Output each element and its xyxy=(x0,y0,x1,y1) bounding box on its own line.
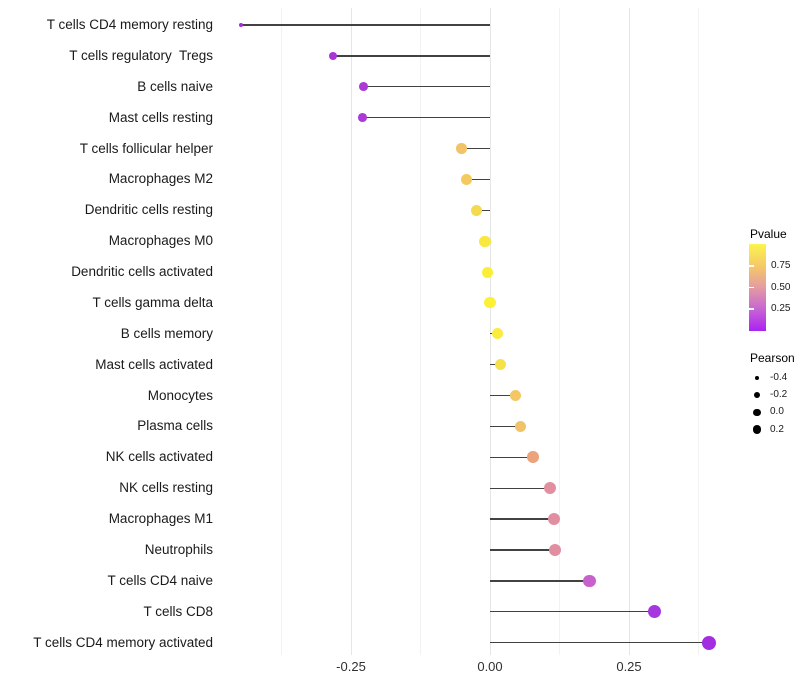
gridline-minor xyxy=(281,8,282,655)
lollipop-dot xyxy=(509,389,522,402)
lollipop-segment xyxy=(490,611,655,613)
lollipop-segment xyxy=(476,209,490,211)
lollipop-segment xyxy=(490,394,516,397)
colorbar-tick-mark xyxy=(749,286,754,289)
gridline-major xyxy=(350,8,352,655)
lollipop-segment xyxy=(490,641,710,644)
category-label: Monocytes xyxy=(147,387,213,403)
size-legend-dot xyxy=(752,425,762,434)
lollipop-dot xyxy=(358,113,368,123)
category-label: Plasma cells xyxy=(137,418,213,434)
lollipop-segment xyxy=(362,116,490,119)
category-label: B cells memory xyxy=(120,325,213,341)
lollipop-segment xyxy=(490,549,556,551)
lollipop-segment xyxy=(490,518,554,520)
colorbar-tick-label: 0.25 xyxy=(771,303,791,315)
gridline-major xyxy=(489,8,491,655)
category-label: Mast cells resting xyxy=(108,109,213,125)
lollipop-segment xyxy=(490,487,551,489)
colorbar-tick-label: 0.75 xyxy=(771,259,791,271)
gridline-major xyxy=(628,8,630,655)
category-label: NK cells activated xyxy=(105,449,213,465)
category-label: Dendritic cells resting xyxy=(84,202,213,218)
lollipop-segment xyxy=(240,24,490,26)
category-label: Macrophages M1 xyxy=(108,511,213,527)
pearson-legend-title: Pearson xyxy=(750,351,795,365)
lollipop-dot xyxy=(238,22,244,28)
category-label: T cells regulatory Tregs xyxy=(69,47,213,63)
lollipop-segment xyxy=(461,147,490,150)
lollipop-segment xyxy=(490,580,590,582)
x-tick-label: 0.00 xyxy=(477,659,503,674)
pvalue-legend-title: Pvalue xyxy=(750,227,787,241)
category-label: NK cells resting xyxy=(119,480,213,496)
category-label: T cells CD4 memory resting xyxy=(46,17,213,32)
category-label: T cells follicular helper xyxy=(79,140,213,156)
category-label: T cells CD4 naive xyxy=(107,572,213,588)
lollipop-dot xyxy=(527,451,540,464)
size-legend-dot xyxy=(753,408,761,417)
lollipop-dot xyxy=(547,513,560,526)
colorbar-tick-mark xyxy=(749,308,754,311)
size-legend-label: -0.2 xyxy=(770,389,788,401)
category-label: Neutrophils xyxy=(144,541,213,557)
size-legend-label: 0.2 xyxy=(770,423,784,435)
lollipop-dot xyxy=(479,235,491,247)
size-legend-dot xyxy=(754,375,760,381)
category-label: T cells CD8 xyxy=(143,603,213,619)
lollipop-dot xyxy=(481,266,493,278)
lollipop-dot xyxy=(329,51,338,60)
lollipop-dot xyxy=(461,174,472,185)
lollipop-dot xyxy=(456,143,467,154)
gridline-minor xyxy=(698,8,699,655)
category-label: Macrophages M0 xyxy=(108,233,213,249)
lollipop-dot xyxy=(471,204,483,216)
lollipop-dot xyxy=(358,82,368,92)
lollipop-segment xyxy=(333,55,490,57)
size-legend-label: -0.4 xyxy=(770,372,788,383)
category-label: T cells gamma delta xyxy=(92,294,213,310)
colorbar-tick-label: 0.50 xyxy=(771,281,791,293)
size-legend-label: 0.0 xyxy=(770,406,784,418)
size-legend-dot xyxy=(754,392,760,399)
lollipop-dot xyxy=(583,574,596,588)
category-label: B cells naive xyxy=(137,78,213,94)
lollipop-dot xyxy=(514,420,527,433)
lollipop-segment xyxy=(466,178,490,181)
lollipop-dot xyxy=(484,297,496,309)
lollipop-segment xyxy=(490,425,521,428)
lollipop-segment xyxy=(363,86,490,88)
x-tick-label: -0.25 xyxy=(336,659,366,674)
category-label: Macrophages M2 xyxy=(108,171,213,187)
lollipop-dot xyxy=(491,328,503,340)
colorbar-tick-mark xyxy=(749,264,754,267)
gridline-minor xyxy=(559,8,560,655)
lollipop-dot xyxy=(702,635,717,650)
lollipop-dot xyxy=(544,482,557,495)
lollipop-dot xyxy=(549,543,562,556)
lollipop-dot xyxy=(647,605,662,619)
category-label: T cells CD4 memory activated xyxy=(33,634,213,650)
category-label: Mast cells activated xyxy=(95,356,213,372)
lollipop-segment xyxy=(490,456,534,458)
x-tick-label: 0.25 xyxy=(616,659,642,674)
category-label: Dendritic cells activated xyxy=(71,264,213,280)
lollipop-dot xyxy=(494,359,507,371)
gridline-minor xyxy=(420,8,421,655)
